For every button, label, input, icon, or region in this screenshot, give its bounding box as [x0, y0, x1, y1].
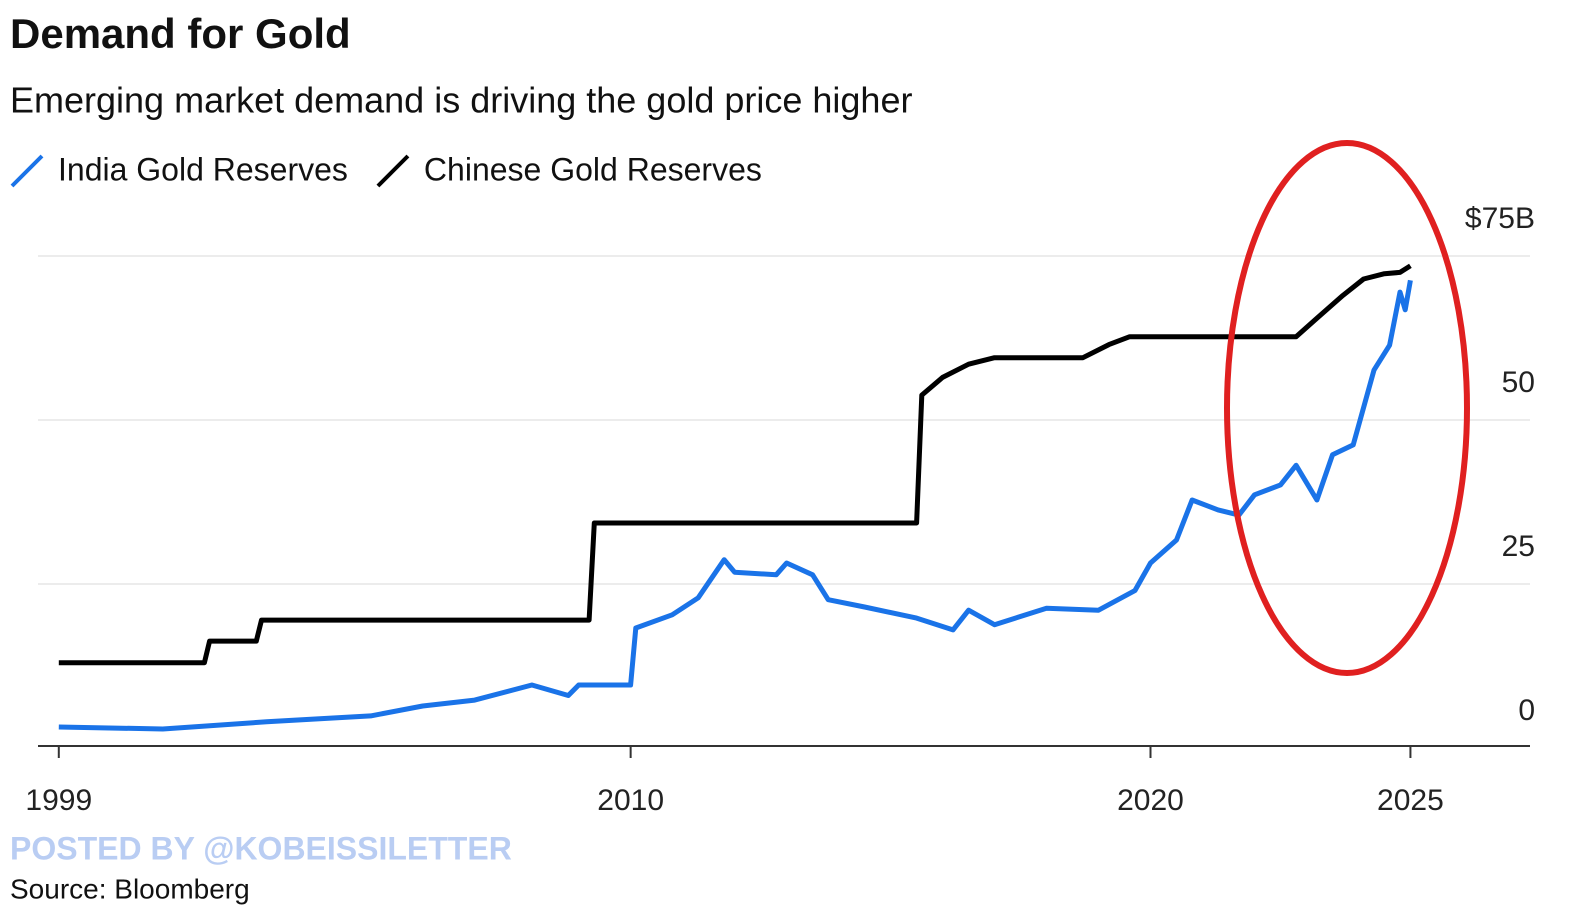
- legend-swatch: [376, 154, 410, 188]
- x-tick-label: 2020: [1117, 784, 1184, 817]
- x-tick-label: 1999: [25, 784, 92, 817]
- legend-swatch: [10, 154, 44, 188]
- source: Source: Bloomberg: [10, 873, 250, 904]
- chart-title: Demand for Gold: [10, 10, 351, 57]
- y-tick-label: 50: [1502, 366, 1535, 399]
- legend-label: India Gold Reserves: [58, 151, 348, 187]
- chart-subtitle: Emerging market demand is driving the go…: [10, 80, 912, 121]
- highlight-ellipse: [1224, 140, 1470, 676]
- legend-label: Chinese Gold Reserves: [424, 151, 762, 187]
- y-tick-label: $75B: [1465, 202, 1535, 235]
- x-tick-label: 2010: [597, 784, 664, 817]
- y-tick-label: 0: [1518, 694, 1535, 727]
- watermark: POSTED BY @KOBEISSILETTER: [10, 830, 512, 866]
- x-tick-label: 2025: [1377, 784, 1444, 817]
- series-line: [58, 279, 1413, 732]
- y-tick-label: 25: [1502, 530, 1535, 563]
- series-line: [58, 263, 1412, 666]
